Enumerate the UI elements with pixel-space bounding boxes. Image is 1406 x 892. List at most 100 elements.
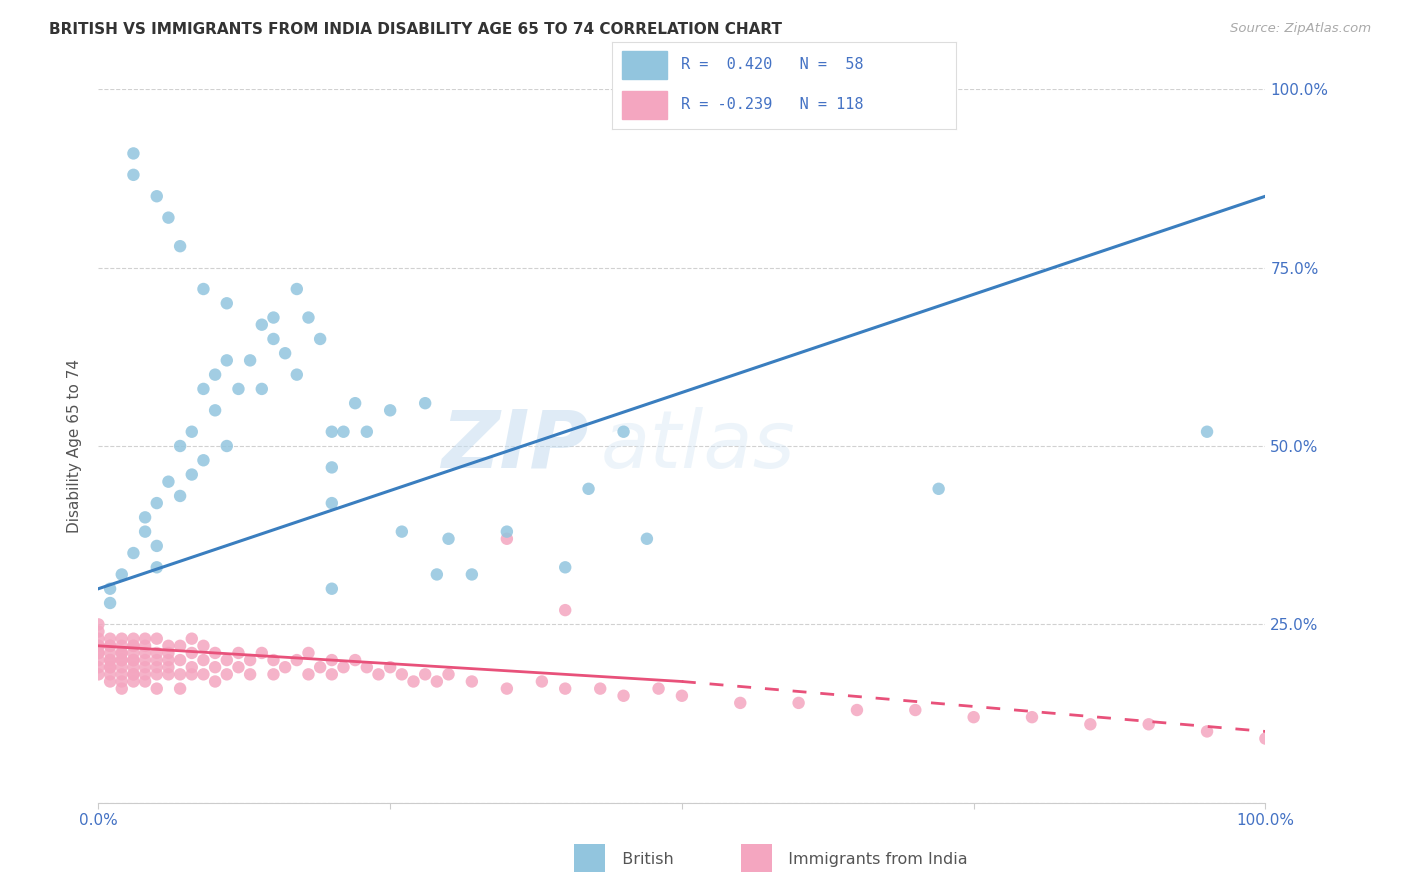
Point bbox=[204, 646, 226, 660]
Point bbox=[180, 632, 202, 646]
Point bbox=[111, 653, 134, 667]
Point bbox=[193, 667, 215, 681]
Point bbox=[344, 396, 367, 410]
Point bbox=[87, 624, 110, 639]
Point bbox=[193, 382, 215, 396]
Point bbox=[180, 667, 202, 681]
Point bbox=[426, 567, 449, 582]
Point bbox=[332, 660, 354, 674]
Point bbox=[98, 667, 121, 681]
Point bbox=[157, 653, 180, 667]
Point bbox=[356, 660, 378, 674]
Point bbox=[321, 667, 343, 681]
Point bbox=[122, 667, 145, 681]
Point bbox=[122, 667, 145, 681]
Point bbox=[309, 332, 332, 346]
Point bbox=[87, 617, 110, 632]
Point bbox=[378, 403, 402, 417]
Point bbox=[262, 653, 284, 667]
Point bbox=[426, 674, 449, 689]
Point bbox=[169, 667, 191, 681]
Point bbox=[134, 674, 156, 689]
Point bbox=[344, 653, 367, 667]
Point bbox=[111, 646, 134, 660]
Point bbox=[250, 318, 273, 332]
Point bbox=[437, 532, 460, 546]
Point bbox=[146, 653, 169, 667]
Text: R = -0.239   N = 118: R = -0.239 N = 118 bbox=[681, 97, 863, 112]
Point bbox=[578, 482, 600, 496]
Point bbox=[169, 239, 191, 253]
Text: R =  0.420   N =  58: R = 0.420 N = 58 bbox=[681, 57, 863, 72]
Point bbox=[111, 674, 134, 689]
Point bbox=[122, 653, 145, 667]
Point bbox=[250, 382, 273, 396]
Point bbox=[157, 667, 180, 681]
Point bbox=[285, 368, 308, 382]
Point bbox=[98, 639, 121, 653]
Point bbox=[180, 646, 202, 660]
Point bbox=[87, 639, 110, 653]
Point bbox=[928, 482, 950, 496]
Point bbox=[87, 646, 110, 660]
Point bbox=[134, 632, 156, 646]
Point bbox=[87, 632, 110, 646]
Point bbox=[554, 681, 576, 696]
Point bbox=[111, 646, 134, 660]
Point bbox=[215, 353, 238, 368]
Point bbox=[111, 567, 134, 582]
Point bbox=[146, 681, 169, 696]
Point bbox=[228, 660, 250, 674]
Point bbox=[87, 653, 110, 667]
Point bbox=[122, 660, 145, 674]
Point bbox=[111, 681, 134, 696]
Point bbox=[215, 653, 238, 667]
Point bbox=[391, 524, 413, 539]
Point bbox=[239, 353, 262, 368]
Point bbox=[239, 667, 262, 681]
Point bbox=[391, 667, 413, 681]
Y-axis label: Disability Age 65 to 74: Disability Age 65 to 74 bbox=[67, 359, 83, 533]
Point bbox=[98, 653, 121, 667]
Point bbox=[274, 660, 297, 674]
Point bbox=[321, 582, 343, 596]
Point bbox=[157, 660, 180, 674]
Point bbox=[180, 425, 202, 439]
Point bbox=[367, 667, 389, 681]
Point bbox=[321, 425, 343, 439]
Point bbox=[87, 646, 110, 660]
Point bbox=[157, 475, 180, 489]
Point bbox=[204, 368, 226, 382]
Point bbox=[134, 653, 156, 667]
Point bbox=[98, 639, 121, 653]
Point bbox=[98, 653, 121, 667]
Text: Source: ZipAtlas.com: Source: ZipAtlas.com bbox=[1230, 22, 1371, 36]
Point bbox=[262, 310, 284, 325]
Point bbox=[204, 403, 226, 417]
Point bbox=[274, 346, 297, 360]
Point bbox=[228, 382, 250, 396]
Point bbox=[111, 667, 134, 681]
Point bbox=[297, 310, 319, 325]
Point bbox=[671, 689, 693, 703]
Point bbox=[309, 660, 332, 674]
Point bbox=[332, 425, 354, 439]
Point bbox=[122, 674, 145, 689]
Bar bbox=[621, 51, 666, 78]
Point bbox=[98, 660, 121, 674]
Point bbox=[215, 667, 238, 681]
Point bbox=[146, 660, 169, 674]
Point bbox=[134, 667, 156, 681]
Point bbox=[1195, 724, 1218, 739]
Point bbox=[378, 660, 402, 674]
Point bbox=[461, 567, 484, 582]
Point bbox=[146, 646, 169, 660]
Point bbox=[122, 146, 145, 161]
Point bbox=[157, 646, 180, 660]
Point bbox=[613, 689, 636, 703]
Point bbox=[262, 667, 284, 681]
Point bbox=[437, 667, 460, 681]
Point bbox=[146, 632, 169, 646]
Point bbox=[134, 660, 156, 674]
Text: British: British bbox=[612, 852, 673, 867]
